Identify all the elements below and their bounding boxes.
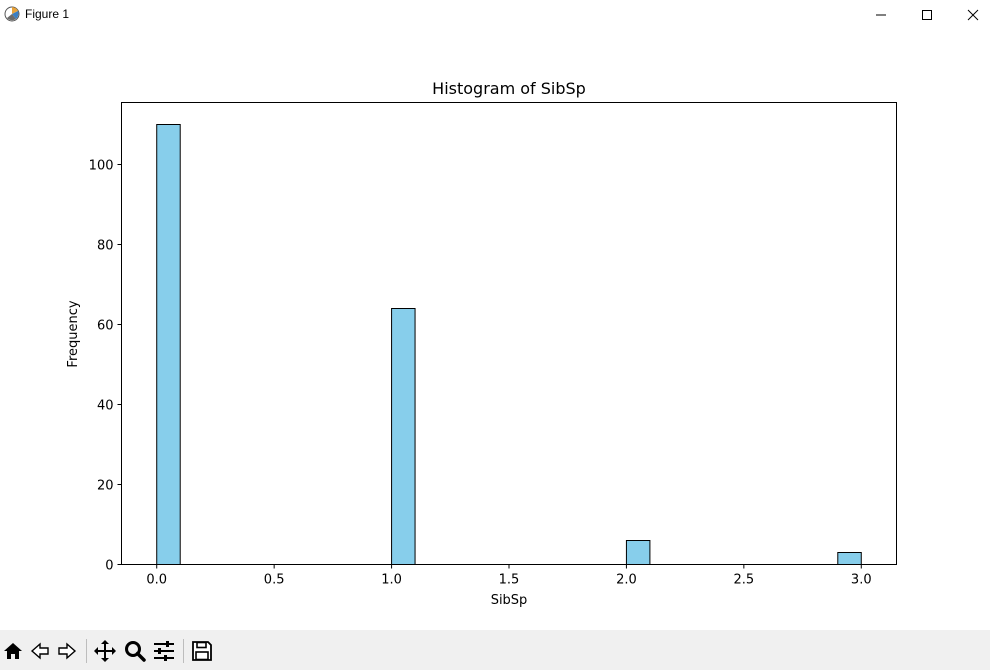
x-axis-label: SibSp	[491, 593, 528, 608]
chart-title: Histogram of SibSp	[432, 79, 586, 98]
forward-button[interactable]	[54, 638, 80, 664]
zoom-icon	[125, 641, 146, 662]
histogram-bar-2	[625, 540, 651, 565]
home-button[interactable]	[0, 638, 26, 664]
y-ticks-group: 0 20 40 60 80 100	[89, 159, 122, 574]
x-tick-label: 0.0	[146, 573, 167, 588]
save-icon	[192, 641, 212, 661]
y-tick-label: 60	[97, 319, 114, 334]
x-tick-label: 0.5	[264, 573, 285, 588]
y-tick-label: 40	[97, 399, 114, 414]
maximize-button[interactable]	[904, 0, 950, 30]
pan-icon	[94, 640, 116, 662]
minimize-button[interactable]	[858, 0, 904, 30]
y-tick-label: 0	[105, 559, 113, 574]
toolbar-separator	[183, 639, 184, 663]
x-tick-label: 2.5	[734, 573, 755, 588]
histogram-bar-1	[391, 308, 416, 565]
x-tick-label: 1.0	[381, 573, 402, 588]
histogram-chart: Histogram of SibSp 0.0 0.5 1.0 1.5 2.0 2.5 3.0…	[66, 79, 897, 608]
window-titlebar: Figure 1	[0, 0, 990, 30]
navigation-toolbar	[0, 630, 990, 670]
configure-subplots-icon	[154, 641, 174, 661]
y-tick-label: 80	[97, 239, 114, 254]
matplotlib-icon	[4, 6, 20, 22]
configure-subplots-button[interactable]	[151, 638, 177, 664]
x-tick-label: 2.0	[616, 573, 637, 588]
maximize-icon	[922, 10, 932, 20]
axes-frame	[121, 102, 897, 565]
close-icon	[967, 9, 979, 21]
x-tick-label: 1.5	[499, 573, 520, 588]
y-axis-label: Frequency	[66, 300, 81, 367]
back-button[interactable]	[27, 638, 53, 664]
zoom-button[interactable]	[122, 638, 148, 664]
back-icon	[30, 642, 49, 660]
pan-button[interactable]	[92, 638, 118, 664]
histogram-bar-3	[837, 552, 862, 565]
histogram-bar-0	[156, 124, 181, 565]
toolbar-separator	[86, 639, 87, 663]
y-tick-label: 20	[97, 479, 114, 494]
window-title: Figure 1	[25, 7, 70, 21]
x-ticks-group: 0.0 0.5 1.0 1.5 2.0 2.5 3.0	[146, 564, 872, 588]
forward-icon	[58, 642, 77, 660]
save-button[interactable]	[189, 638, 215, 664]
minimize-icon	[876, 14, 886, 16]
x-tick-label: 3.0	[851, 573, 872, 588]
y-tick-label: 100	[89, 159, 114, 174]
figure-canvas[interactable]: Histogram of SibSp 0.0 0.5 1.0 1.5 2.0 2.5 3.0…	[0, 30, 990, 630]
home-icon	[4, 643, 22, 659]
close-button[interactable]	[950, 0, 990, 30]
bars-group	[156, 124, 862, 565]
